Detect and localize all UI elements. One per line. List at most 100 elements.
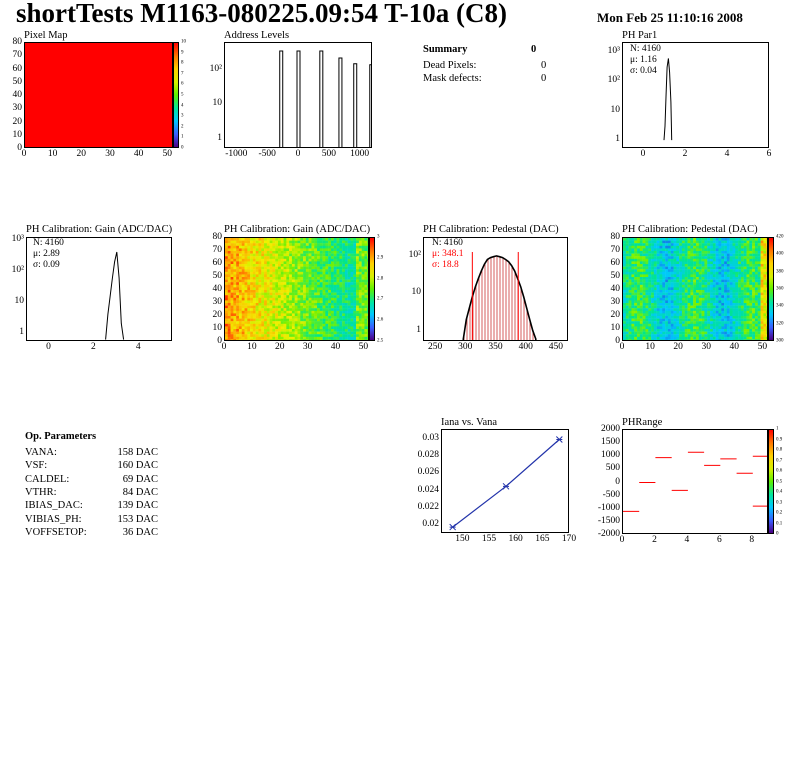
gain-map-cell [291,297,295,301]
pedestal-map-cell [637,305,641,309]
pedestal-map-cell [740,329,744,332]
pedestal-map-cell [648,287,652,291]
pedestal-map-cell [651,323,655,327]
pedestal-map-cell [732,316,736,319]
pedestal-map-cell [743,240,747,244]
pedestal-map-cell [724,240,728,244]
pedestal-map-cell [645,240,649,244]
gain-map-cell [238,274,242,278]
pedestal-map-cell [631,287,635,291]
ph_range-x-tick: 8 [749,535,755,545]
pedestal-map-cell [684,323,688,327]
pedestal-map-cell [715,313,719,317]
pedestal-map-cell [746,251,750,254]
pedestal-map-cell [763,271,767,275]
pedestal-map-cell [726,297,730,301]
gain-map-cell [241,297,245,301]
pedestal-map-cell [729,300,733,304]
gain-map-cell [255,305,259,309]
pedestal-map-cell [749,303,753,306]
gain-map-cell [303,243,307,246]
gain-map-cell [247,282,251,285]
pedestal-map-cell [766,290,767,293]
pedestal-map-cell [743,243,747,246]
gain-map-cell [272,238,276,241]
pedestal-map-cell [724,269,728,272]
gain-map-cell [275,300,279,304]
ph-range-plot [622,429,768,534]
address_levels-y-tick: 10 [212,98,223,109]
gain-map-cell [283,245,287,249]
pedestal-map-cell [662,329,666,332]
pedestal-map-cell [732,310,736,314]
gain-map-cell [241,261,245,265]
pedestal-map-cell [656,321,660,324]
gain-map-cell [280,266,284,270]
pedestal-map-cell [623,313,627,317]
pixel-map-title: Pixel Map [24,30,68,41]
pedestal-map-cell [651,318,655,322]
pedestal-map-cell [676,334,680,337]
pedestal-map-cell [738,308,742,311]
gain-map-cell [317,292,321,296]
pedestal-map-cell [701,251,705,254]
pedestal-map-cell [749,279,753,283]
pedestal-map-cell [637,308,641,311]
pedestal-map-cell [740,245,744,249]
gain-map-cell [342,300,346,304]
pedestal-map-cell [698,334,702,337]
gain-map-cell [227,303,231,306]
pedestal-map-cell [757,279,761,283]
gain-map-cell [336,300,340,304]
gain-map-cell [339,266,343,270]
gain-map-cell [230,264,234,267]
pedestal-map-cell [662,318,666,322]
pedestal-map-cell [693,287,697,291]
gain-map-cell [236,251,240,254]
pedestal-hist-stat-n: N: 4160 [432,238,463,248]
gain-map-cell [353,256,357,259]
gain-map-cell [244,243,248,246]
gain-map-cell [266,310,270,314]
pedestal-map-cell [752,292,756,296]
pedestal-map-cell [681,277,685,280]
gain-map-cell [361,290,365,293]
gain-map-cell [330,269,334,272]
gain-map-cell [238,318,242,322]
pedestal-map-cell [631,308,635,311]
gain-map-cell [311,318,315,322]
gain-map-cell [241,313,245,317]
gain-map-cell [289,238,293,241]
gain-map-cell [314,287,318,291]
gain-map-cell [275,277,279,280]
pedestal-map-cell [637,282,641,285]
pedestal-map-cell [693,269,697,272]
gain-map-cell [244,282,248,285]
gain-map-cell [230,313,234,317]
pedestal-map-cell [757,300,761,304]
pedestal-map-cell [642,271,646,275]
pedestal-map-cell [752,261,756,265]
pedestal-map-cell [712,308,716,311]
pedestal-map-cell [628,308,632,311]
gain-map-cell [255,331,259,335]
gain-map-cell [238,264,242,267]
pedestal-map-cell [676,264,680,267]
pedestal-map-cell [763,292,767,296]
pedestal-map-cell [684,256,688,259]
pedestal-map-cell [684,290,688,293]
gain-map-cell [330,331,334,335]
gain-map-cell [353,316,357,319]
pedestal-map-cell [721,316,725,319]
gain-map-cell [308,329,312,332]
gain-map-cell [294,238,298,241]
pedestal-map-cell [648,269,652,272]
gain-map-cell [227,271,231,275]
pedestal-map-cell [724,326,728,330]
pedestal-map-cell [715,295,719,298]
pedestal-map-cell [760,256,764,259]
pedestal-map-cell [628,284,632,288]
gain-map-cell [275,258,279,262]
pedestal-map-cell [665,339,669,340]
pedestal-map-cell [690,305,694,309]
